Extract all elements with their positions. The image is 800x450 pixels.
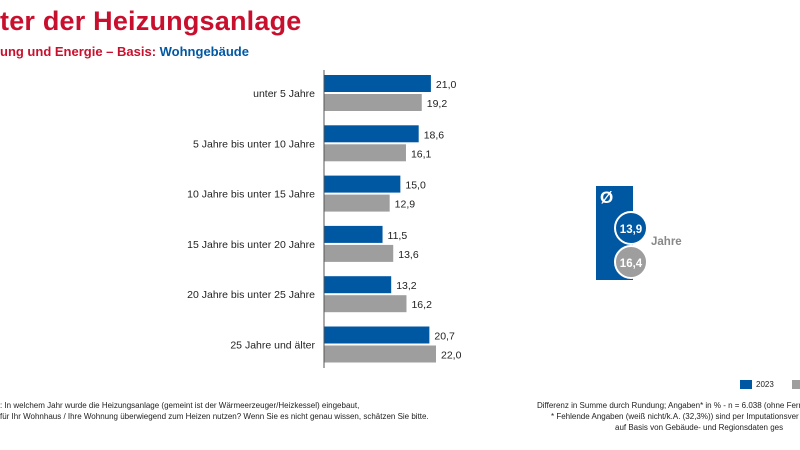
category-label: 15 Jahre bis unter 20 Jahre (187, 239, 315, 251)
data-label: 11,5 (388, 230, 408, 242)
bar-prev (324, 295, 407, 313)
bar-2023 (324, 225, 383, 243)
legend-label-2023: 2023 (756, 380, 774, 389)
bar-2023 (324, 75, 431, 92)
data-label: 12,9 (395, 199, 416, 211)
category-label: 5 Jahre bis unter 10 Jahre (193, 138, 315, 150)
category-label: 10 Jahre bis unter 15 Jahre (187, 189, 315, 201)
bar-2023 (324, 125, 419, 143)
footnote-question: : In welchem Jahr wurde die Heizungsanla… (0, 400, 429, 422)
average-prev-circle: 16,4 (614, 245, 648, 279)
bar-2023 (324, 175, 401, 193)
average-panel: Ø 13,9 16,4 (596, 186, 648, 280)
average-unit: Jahre (651, 236, 682, 248)
data-label: 18,6 (424, 129, 445, 141)
bar-2023 (324, 326, 430, 344)
category-label: unter 5 Jahre (253, 88, 315, 100)
data-label: 20,7 (434, 331, 455, 343)
data-label: 16,1 (411, 148, 432, 160)
footnote-right-line1: Differenz in Summe durch Rundung; Angabe… (537, 401, 800, 410)
bar-prev (324, 194, 390, 212)
footnote-right-line3: auf Basis von Gebäude- und Regionsdaten … (615, 423, 784, 432)
chart-subtitle: ung und Energie – Basis: Wohngebäude (0, 44, 249, 59)
bar-prev (324, 144, 406, 162)
footnote-method: Differenz in Summe durch Rundung; Angabe… (537, 400, 800, 433)
legend-swatch-2023 (740, 380, 752, 390)
legend: 2023 (740, 380, 800, 390)
data-label: 13,2 (396, 280, 417, 292)
subtitle-main: ung und Energie – Basis: (0, 44, 160, 59)
chart-title: ter der Heizungsanlage (0, 6, 302, 36)
category-label: 20 Jahre bis unter 25 Jahre (187, 289, 315, 301)
data-label: 22,0 (441, 350, 462, 362)
footnote-right-line2: * Fehlende Angaben (weiß nicht/k.A. (32,… (551, 412, 799, 421)
subtitle-basis: Wohngebäude (159, 44, 249, 59)
bar-chart: unter 5 Jahre 21,0 19,2 5 Jahre bis unter 1… (187, 70, 462, 368)
footnote-left-line2: für Ihr Wohnhaus / Ihre Wohnung überwieg… (0, 412, 429, 421)
bar-2023 (324, 276, 392, 294)
legend-swatch-prev (791, 380, 800, 390)
data-label: 19,2 (427, 98, 448, 110)
bar-prev (324, 244, 394, 262)
data-label: 13,6 (398, 249, 419, 261)
data-label: 21,0 (436, 79, 457, 91)
average-symbol: Ø (600, 188, 614, 207)
bar-prev (324, 94, 422, 111)
footnote-left-line1: : In welchem Jahr wurde die Heizungsanla… (0, 401, 360, 410)
data-label: 15,0 (405, 180, 426, 192)
bar-prev (324, 345, 436, 363)
average-2023-circle: 13,9 (614, 211, 648, 245)
data-label: 16,2 (411, 299, 432, 311)
category-label: 25 Jahre und älter (230, 340, 315, 352)
